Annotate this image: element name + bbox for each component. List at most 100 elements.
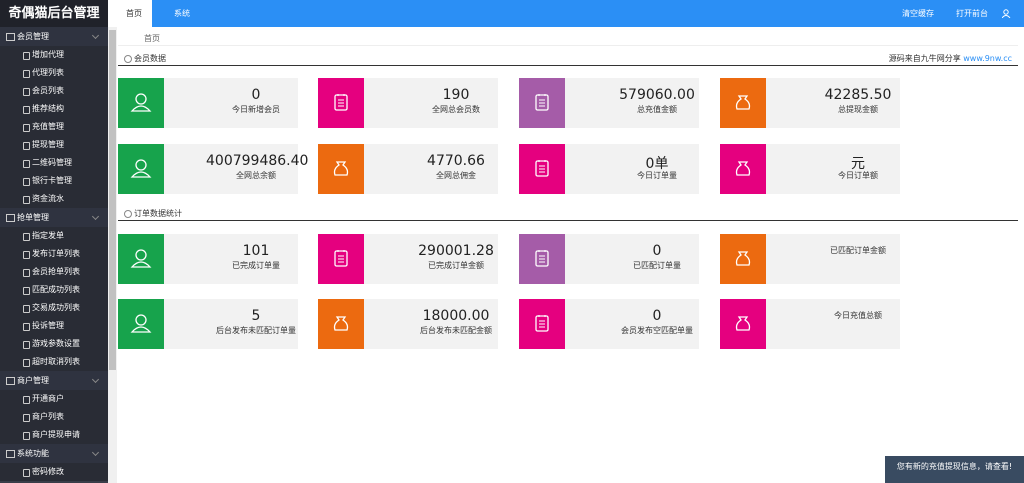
menu-group[interactable]: 抢单管理 bbox=[0, 208, 108, 227]
card-label: 今日订单额 bbox=[838, 171, 878, 180]
menu-item[interactable]: 发布订单列表 bbox=[0, 245, 108, 263]
section-header: 订单数据统计 bbox=[118, 207, 1018, 221]
logo: 奇偶猫后台管理 bbox=[0, 0, 108, 27]
stat-card: 0单 今日订单量 bbox=[519, 144, 699, 194]
note-text: 源码来自九牛网分享 bbox=[888, 54, 961, 63]
notice[interactable]: 您有新的充值提现信息，请查看! bbox=[885, 456, 1024, 483]
menu-item[interactable]: 推荐结构 bbox=[0, 100, 108, 118]
card-icon bbox=[318, 299, 364, 349]
menu-item[interactable]: 商户提现申请 bbox=[0, 426, 108, 444]
card-icon bbox=[519, 299, 565, 349]
card-value: 42285.50 bbox=[824, 87, 892, 103]
top-bar: 首页 系统 清空缓存 打开前台 bbox=[108, 0, 1024, 27]
open-front[interactable]: 打开前台 bbox=[956, 9, 988, 18]
menu-group[interactable]: 会员管理 bbox=[0, 27, 108, 46]
menu-item[interactable]: 密码修改 bbox=[0, 463, 108, 481]
section-title: 会员数据 bbox=[134, 54, 166, 63]
card-value: 101 bbox=[242, 243, 270, 259]
stat-card: 4770.66 全网总佣金 bbox=[318, 144, 498, 194]
card-label: 后台发布未匹配订单量 bbox=[216, 326, 296, 335]
card-label: 已匹配订单量 bbox=[633, 261, 681, 270]
card-value: 0单 bbox=[645, 156, 669, 172]
stat-card: 0 今日新增会员 bbox=[118, 78, 298, 128]
menu-item[interactable]: 资金流水 bbox=[0, 190, 108, 208]
stat-card: 已匹配订单金额 bbox=[720, 234, 900, 284]
menu-item[interactable]: 会员抢单列表 bbox=[0, 263, 108, 281]
card-value: 0 bbox=[652, 243, 662, 259]
card-icon bbox=[519, 78, 565, 128]
card-icon bbox=[318, 144, 364, 194]
menu-item[interactable]: 充值管理 bbox=[0, 118, 108, 136]
card-icon bbox=[720, 299, 766, 349]
stat-card: 579060.00 总充值金额 bbox=[519, 78, 699, 128]
menu-item[interactable]: 指定发单 bbox=[0, 227, 108, 245]
stat-card: 190 全网总会员数 bbox=[318, 78, 498, 128]
menu-item[interactable]: 代理列表 bbox=[0, 64, 108, 82]
card-icon bbox=[118, 78, 164, 128]
card-value: 0 bbox=[652, 308, 662, 324]
menu-item[interactable]: 银行卡管理 bbox=[0, 172, 108, 190]
source-note: 源码来自九牛网分享 www.9nw.cc bbox=[889, 52, 1012, 66]
stat-card: 0 会员发布空匹配单量 bbox=[519, 299, 699, 349]
card-icon bbox=[720, 144, 766, 194]
menu-item[interactable]: 商户列表 bbox=[0, 408, 108, 426]
card-label: 会员发布空匹配单量 bbox=[621, 326, 693, 335]
menu-item[interactable]: 交易成功列表 bbox=[0, 299, 108, 317]
card-label: 全网总佣金 bbox=[436, 171, 476, 180]
card-label: 已完成订单量 bbox=[232, 261, 280, 270]
card-value: 5 bbox=[251, 308, 261, 324]
stat-card: 元今日订单额 bbox=[720, 144, 900, 194]
menu-item[interactable]: 投诉管理 bbox=[0, 317, 108, 335]
sidebar: 会员管理 增加代理 代理列表 会员列表 推荐结构 充值管理 提现管理 二维码管理 银行卡管理 资金… bbox=[0, 27, 108, 483]
breadcrumb[interactable]: 首页 bbox=[118, 31, 1018, 46]
card-label: 总提现金额 bbox=[838, 105, 878, 114]
section-title: 订单数据统计 bbox=[134, 209, 182, 218]
menu-item[interactable]: 超时取消列表 bbox=[0, 353, 108, 371]
stat-card: 5 后台发布未匹配订单量 bbox=[118, 299, 298, 349]
card-icon bbox=[720, 234, 766, 284]
card-icon bbox=[519, 144, 565, 194]
menu-group[interactable]: 系统功能 bbox=[0, 444, 108, 463]
card-value: 579060.00 bbox=[619, 87, 695, 103]
card-label: 今日充值总额 bbox=[834, 311, 882, 320]
menu-item[interactable]: 会员列表 bbox=[0, 82, 108, 100]
card-value: 400799486.40 bbox=[206, 153, 309, 169]
section-header: 会员数据 源码来自九牛网分享 www.9nw.cc bbox=[118, 52, 1018, 66]
menu-item[interactable]: 开通商户 bbox=[0, 390, 108, 408]
stat-card: 0 已匹配订单量 bbox=[519, 234, 699, 284]
card-value: 190 bbox=[442, 87, 470, 103]
card-value: 元 bbox=[851, 156, 865, 172]
menu-item[interactable]: 游戏参数设置 bbox=[0, 335, 108, 353]
stat-card: 400799486.40 全网总余额 bbox=[118, 144, 308, 194]
note-link[interactable]: www.9nw.cc bbox=[963, 54, 1012, 63]
card-icon bbox=[118, 299, 164, 349]
menu-item[interactable]: 增加代理 bbox=[0, 46, 108, 64]
menu-item[interactable]: 二维码管理 bbox=[0, 154, 108, 172]
card-icon bbox=[519, 234, 565, 284]
card-icon bbox=[118, 234, 164, 284]
menu-item[interactable]: 匹配成功列表 bbox=[0, 281, 108, 299]
card-label: 总充值金额 bbox=[637, 105, 677, 114]
menu-group[interactable]: 商户管理 bbox=[0, 371, 108, 390]
user-icon[interactable] bbox=[1002, 9, 1014, 18]
card-label: 今日新增会员 bbox=[232, 105, 280, 114]
card-value: 0 bbox=[251, 87, 261, 103]
card-value: 290001.28 bbox=[418, 243, 494, 259]
card-value: 18000.00 bbox=[422, 308, 490, 324]
tab[interactable]: 首页 bbox=[108, 0, 152, 27]
card-label: 后台发布未匹配金额 bbox=[420, 326, 492, 335]
stat-card: 101 已完成订单量 bbox=[118, 234, 298, 284]
scroll-thumb[interactable] bbox=[109, 30, 116, 370]
menu-item[interactable]: 提现管理 bbox=[0, 136, 108, 154]
card-label: 全网总余额 bbox=[236, 171, 276, 180]
stat-card: 今日充值总额 bbox=[720, 299, 900, 349]
card-label: 全网总会员数 bbox=[432, 105, 480, 114]
stat-card: 18000.00 后台发布未匹配金额 bbox=[318, 299, 498, 349]
card-icon bbox=[118, 144, 164, 194]
card-label: 已匹配订单金额 bbox=[830, 246, 886, 255]
card-label: 今日订单量 bbox=[637, 171, 677, 180]
tab[interactable]: 系统 bbox=[174, 9, 190, 18]
clear-cache[interactable]: 清空缓存 bbox=[902, 9, 934, 18]
